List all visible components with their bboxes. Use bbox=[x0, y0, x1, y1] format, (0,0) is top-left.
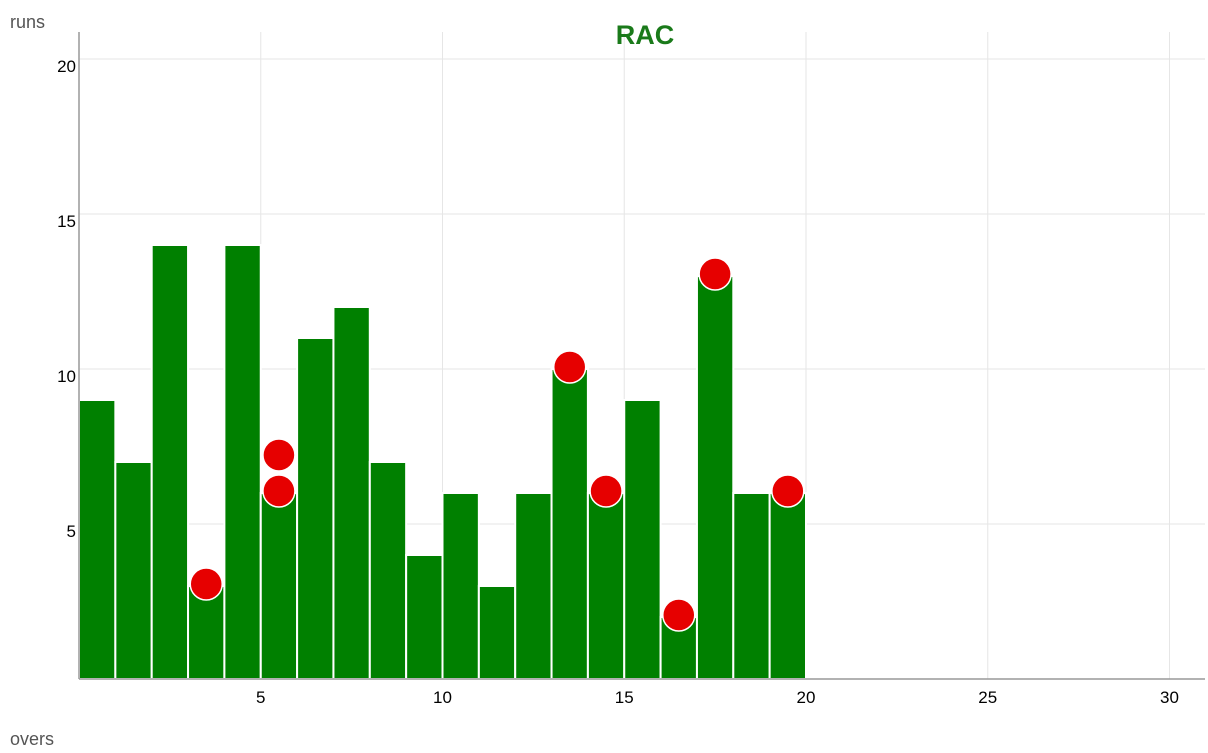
x-axis-title: overs bbox=[10, 729, 54, 749]
y-tick-labels: 5 10 15 20 bbox=[57, 57, 76, 541]
wicket-markers bbox=[189, 257, 805, 632]
wicket-marker-over-4 bbox=[189, 567, 223, 601]
y-tick-label: 5 bbox=[67, 522, 76, 541]
bar-over-11 bbox=[441, 492, 480, 680]
wicket-marker-over-20 bbox=[771, 474, 805, 508]
bar-over-18 bbox=[695, 275, 735, 680]
wicket-marker-over-14 bbox=[552, 350, 587, 384]
bar-over-7 bbox=[296, 337, 335, 680]
bar-over-6 bbox=[259, 492, 299, 680]
y-tick-label: 20 bbox=[57, 57, 76, 76]
bar-over-12 bbox=[477, 585, 517, 680]
bar-over-14 bbox=[550, 368, 589, 680]
bar-over-5 bbox=[223, 244, 262, 680]
y-tick-label: 10 bbox=[57, 367, 76, 386]
bar-over-19 bbox=[732, 492, 771, 680]
bar-over-3 bbox=[150, 244, 190, 680]
axes bbox=[78, 32, 1205, 680]
bar-over-9 bbox=[368, 461, 408, 680]
wicket-marker-over-17 bbox=[662, 598, 696, 632]
bar-over-4 bbox=[187, 585, 226, 680]
wicket-marker-over-6 bbox=[262, 438, 296, 472]
x-tick-label: 25 bbox=[978, 688, 997, 707]
chart-title: RAC bbox=[616, 20, 675, 50]
y-axis-title: runs bbox=[10, 12, 45, 32]
x-tick-label: 5 bbox=[256, 688, 265, 707]
x-tick-label: 10 bbox=[433, 688, 452, 707]
bar-over-15 bbox=[586, 492, 626, 680]
wicket-marker-over-15 bbox=[589, 474, 623, 508]
wicket-marker-over-6 bbox=[262, 474, 296, 508]
bar-over-2 bbox=[114, 461, 153, 680]
x-tick-labels: 5 10 15 20 25 30 bbox=[256, 688, 1179, 707]
bar-over-10 bbox=[405, 554, 444, 680]
bar-over-8 bbox=[332, 306, 371, 680]
bar-over-20 bbox=[768, 492, 808, 680]
bar-over-13 bbox=[514, 492, 553, 680]
x-tick-label: 30 bbox=[1160, 688, 1179, 707]
wicket-marker-over-18 bbox=[698, 257, 732, 291]
bar-over-1 bbox=[78, 399, 117, 680]
x-tick-label: 20 bbox=[797, 688, 816, 707]
bar-over-16 bbox=[623, 399, 662, 680]
y-tick-label: 15 bbox=[57, 212, 76, 231]
x-tick-label: 15 bbox=[615, 688, 634, 707]
